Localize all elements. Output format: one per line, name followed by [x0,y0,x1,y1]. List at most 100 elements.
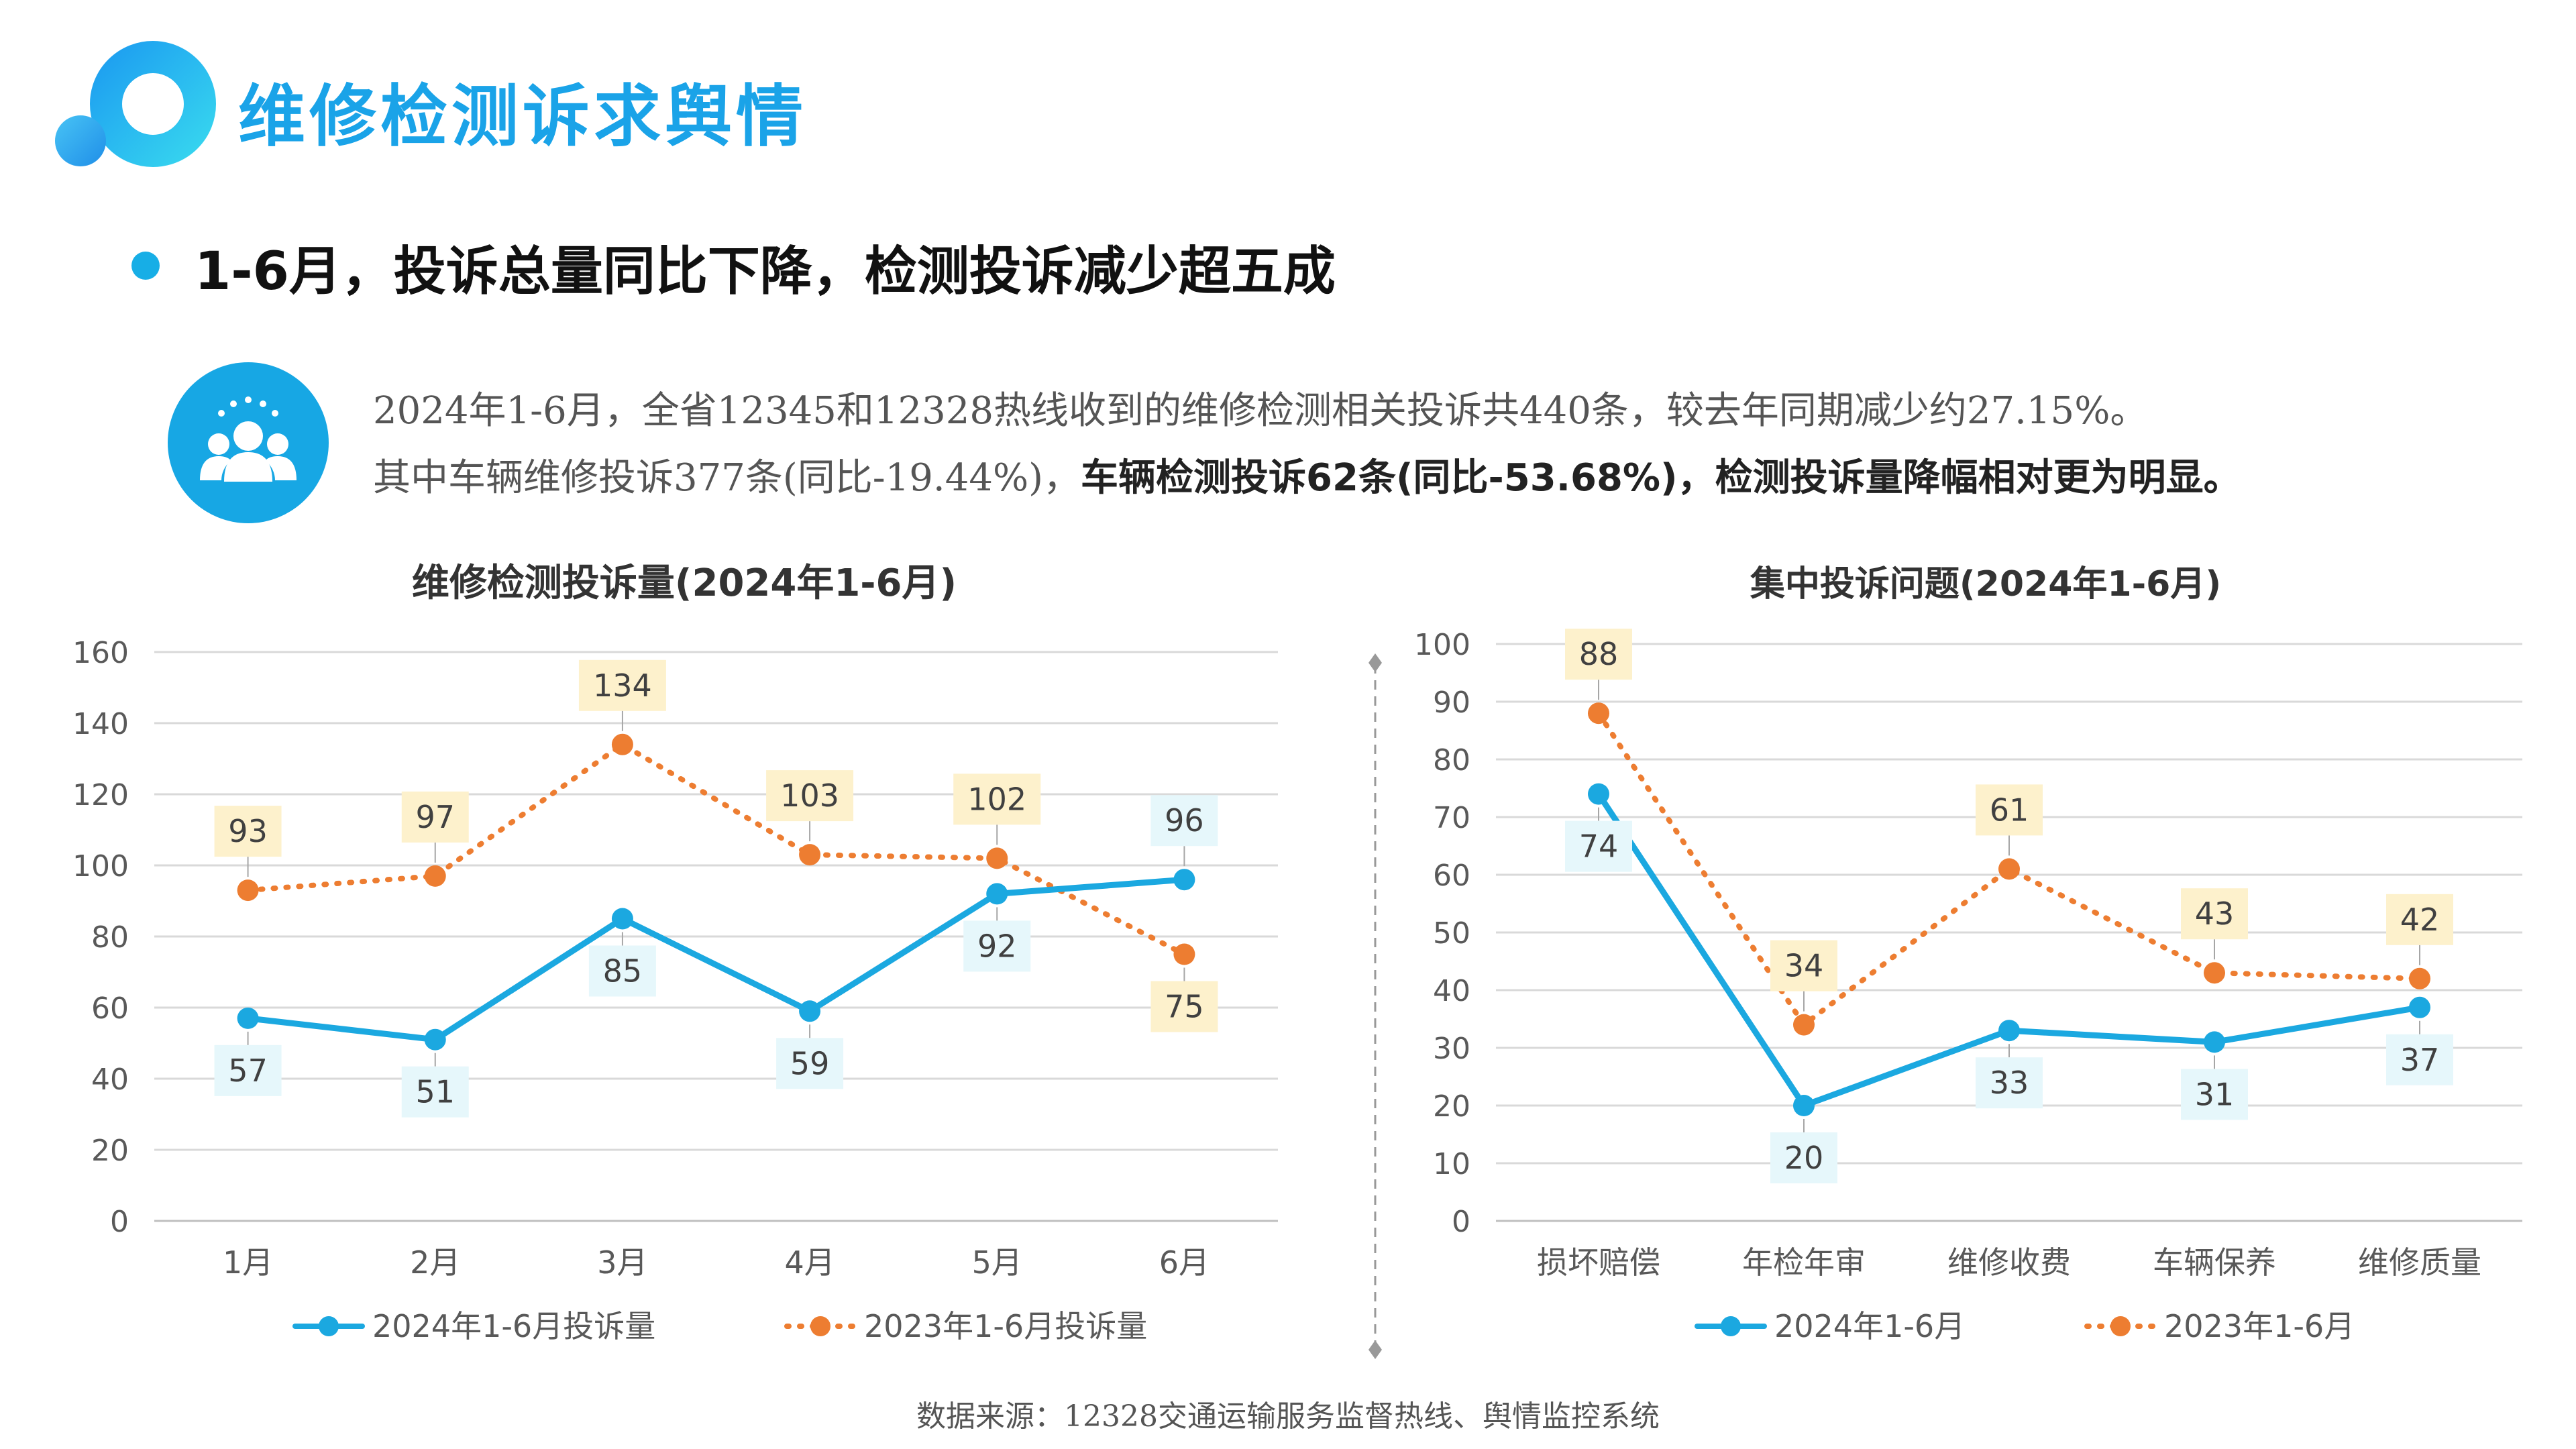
data-label: 57 [228,1053,268,1089]
data-label: 34 [1784,948,1824,984]
data-label-box [953,773,1041,825]
data-label-box [963,920,1031,972]
data-source: 数据来源：12328交通运输服务监督热线、舆情监控系统 [916,1399,1660,1434]
data-point [424,1028,446,1051]
x-tick-label: 2月 [410,1244,460,1281]
data-point [1173,943,1195,965]
x-tick-label: 维修收费 [1947,1244,2071,1281]
x-tick-label: 6月 [1159,1244,1210,1281]
data-point [1588,702,1609,724]
data-label: 42 [2400,902,2440,938]
data-label: 61 [1990,792,2029,828]
data-point [424,865,446,887]
data-label-box [1976,1057,2043,1109]
legend-label: 2023年1-6月投诉量 [864,1308,1147,1344]
x-tick-label: 5月 [972,1244,1022,1281]
data-point [1998,1020,2020,1042]
y-tick-label: 30 [1433,1032,1470,1066]
complaint-volume-chart: 维修检测投诉量(2024年1-6月) 0 20 40 60 80 100 120 140 160 1… [72,561,1278,1344]
summary-line-2-plain: 其中车辆维修投诉377条(同比-19.44%)， [373,456,1081,500]
x-tick-label: 维修质量 [2358,1244,2481,1281]
data-label-box [2181,1069,2248,1120]
y-tick-label: 60 [1433,859,1470,893]
series-line [245,741,1187,957]
data-label-box [2386,894,2453,945]
data-point [611,733,633,755]
data-label: 85 [603,953,643,989]
series-line [245,876,1187,1043]
data-point [986,883,1008,905]
summary-line-1: 2024年1-6月，全省12345和12328热线收到的维修检测相关投诉共440… [373,389,2148,433]
data-label: 102 [967,781,1026,817]
data-label: 43 [2195,896,2235,932]
legend-marker [1721,1316,1741,1336]
series-line [1596,710,2422,1028]
data-label-box [401,791,469,843]
data-label-box [2386,1034,2453,1085]
data-point [799,844,821,866]
chart-divider [1368,653,1382,1359]
logo-rings-icon [55,41,216,167]
complaint-issues-chart: 集中投诉问题(2024年1-6月) 0 10 20 30 40 50 60 70 80 90 100 损… [1414,564,2522,1344]
data-label-box [1150,795,1218,847]
y-tick-label: 140 [72,707,129,741]
y-tick-label: 70 [1433,801,1470,835]
y-tick-label: 120 [72,778,129,812]
legend-marker [2110,1316,2131,1336]
y-tick-label: 10 [1433,1147,1470,1181]
y-tick-label: 50 [1433,916,1470,951]
summary-text: 2024年1-6月，全省12345和12328热线收到的维修检测相关投诉共440… [373,378,2546,512]
data-label-box [1150,981,1218,1032]
data-label-box [578,659,666,711]
data-label: 31 [2195,1076,2235,1112]
data-label: 92 [977,928,1017,964]
data-label-box [588,945,656,997]
data-label: 20 [1784,1140,1824,1176]
data-label-box [1565,629,1632,680]
people-group-icon [168,362,329,523]
data-label-box [401,1066,469,1118]
legend-marker [810,1316,830,1336]
x-tick-label: 1月 [223,1244,273,1281]
section-subtitle: 1-6月，投诉总量同比下降，检测投诉减少超五成 [195,241,1336,302]
y-tick-label: 80 [91,920,129,955]
y-tick-label: 20 [1433,1089,1470,1124]
y-tick-label: 40 [91,1063,129,1097]
data-label: 88 [1579,636,1619,672]
data-point [2409,967,2430,989]
data-label-box [766,770,854,822]
y-tick-label: 90 [1433,686,1470,720]
data-point [2204,962,2225,984]
bullet-dot [131,252,160,280]
legend-label: 2023年1-6月 [2164,1308,2355,1344]
legend-marker [319,1316,339,1336]
data-label: 51 [415,1074,455,1110]
data-point [611,908,633,930]
y-tick-label: 160 [72,636,129,670]
data-point [986,847,1008,869]
data-point [237,1007,259,1029]
data-point [2204,1031,2225,1053]
chart-title: 集中投诉问题(2024年1-6月) [1750,564,2221,604]
data-label-box [1770,1132,1837,1183]
y-tick-label: 60 [91,991,129,1026]
data-label: 96 [1165,802,1204,839]
y-tick-label: 40 [1433,974,1470,1008]
data-point [799,1000,821,1022]
y-tick-label: 100 [1414,628,1470,662]
data-label: 93 [228,813,268,849]
data-point [1588,783,1609,805]
data-label-box [214,806,282,857]
x-tick-label: 3月 [597,1244,647,1281]
x-tick-label: 损坏赔偿 [1537,1244,1660,1281]
data-label-box [214,1044,282,1096]
data-point [1173,869,1195,891]
data-label: 37 [2400,1042,2440,1078]
data-point [237,879,259,902]
data-point [2409,996,2430,1018]
page-title: 维修检测诉求舆情 [238,77,807,156]
y-tick-label: 80 [1433,743,1470,777]
chart-title: 维修检测投诉量(2024年1-6月) [412,561,957,605]
data-point [1793,1095,1815,1116]
data-label-box [1565,820,1632,872]
